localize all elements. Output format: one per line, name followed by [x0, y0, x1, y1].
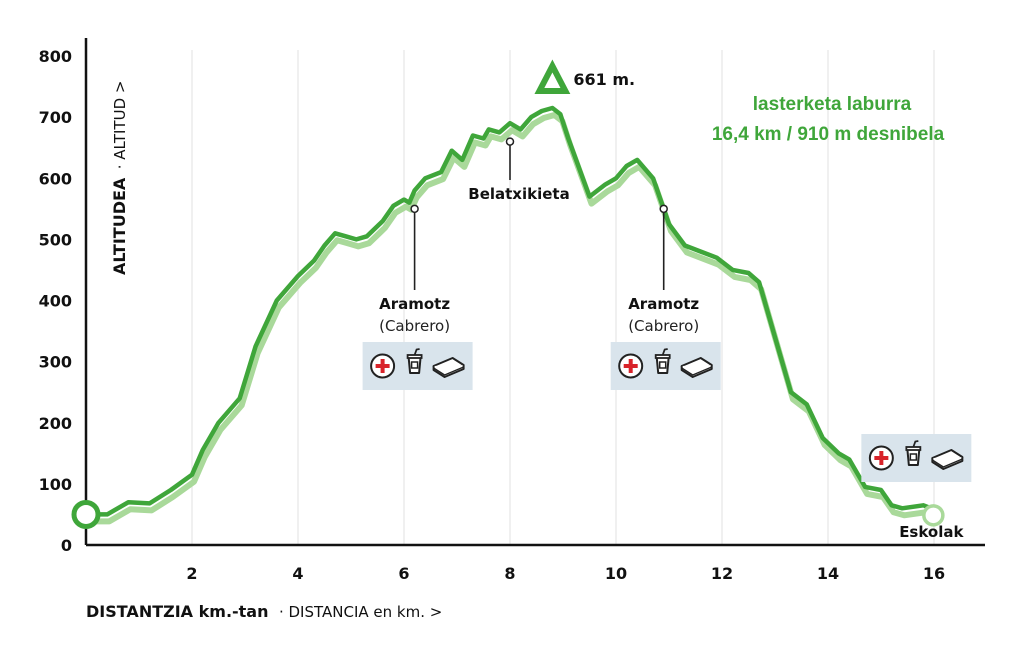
annotation-aramotz-2: Aramotz (Cabrero) — [610, 204, 721, 390]
y-axis-title: ALTITUDEA · ALTITUD > — [110, 81, 129, 275]
y-tick-label: 400 — [39, 292, 72, 311]
x-tick-label: 6 — [398, 564, 409, 583]
x-tick-label: 16 — [923, 564, 945, 583]
x-tick-label: 10 — [605, 564, 627, 583]
x-axis-title-bold: DISTANTZIA km.-tan — [86, 602, 269, 621]
svg-text:ALTITUDEA · ALTITUD >: ALTITUDEA · ALTITUD > — [110, 81, 129, 275]
service-icons — [362, 342, 473, 390]
annotation-title: Belatxikieta — [468, 185, 569, 203]
service-icons — [861, 434, 972, 482]
y-axis-title-bold: ALTITUDEA — [110, 177, 129, 275]
annotation-title: Eskolak — [899, 523, 964, 541]
first-aid-icon — [370, 353, 396, 379]
annotation-title: Aramotz — [379, 295, 450, 313]
y-tick-label: 500 — [39, 230, 72, 249]
x-tick-label: 14 — [817, 564, 839, 583]
first-aid-icon — [868, 445, 894, 471]
y-tick-label: 0 — [61, 536, 72, 555]
annotation-point — [410, 204, 419, 214]
y-tick-label: 300 — [39, 353, 72, 372]
y-tick-label: 200 — [39, 414, 72, 433]
peak-marker: 661 m. — [534, 59, 635, 94]
x-axis-ticks: 2 4 6 8 10 12 14 16 — [186, 564, 945, 583]
chart-title-line2: 16,4 km / 910 m desnibela — [712, 124, 945, 145]
annotation-aramotz-1: Aramotz (Cabrero) — [362, 204, 473, 390]
annotation-point — [505, 137, 515, 146]
start-marker — [71, 499, 101, 529]
y-tick-label: 600 — [39, 169, 72, 188]
x-axis-title-light: · DISTANCIA en km. > — [279, 603, 442, 621]
peak-label: 661 m. — [573, 70, 635, 89]
x-tick-label: 12 — [711, 564, 733, 583]
finish-marker — [922, 504, 945, 527]
annotation-subtitle: (Cabrero) — [379, 317, 450, 335]
elevation-line — [86, 105, 933, 517]
peak-triangle-icon — [534, 59, 571, 94]
x-tick-label: 8 — [504, 564, 515, 583]
annotation-title: Aramotz — [628, 295, 699, 313]
annotation-eskolak: Eskolak — [861, 434, 972, 541]
annotation-belatxikieta: Belatxikieta — [468, 137, 570, 203]
y-tick-label: 800 — [39, 47, 72, 66]
annotation-subtitle: (Cabrero) — [628, 317, 699, 335]
x-axis-title: DISTANTZIA km.-tan · DISTANCIA en km. > — [86, 602, 442, 621]
first-aid-icon — [618, 353, 644, 379]
chart-title-line1: lasterketa laburra — [753, 94, 912, 115]
annotation-point — [659, 204, 668, 214]
x-tick-label: 4 — [292, 564, 303, 583]
service-icons — [610, 342, 721, 390]
y-axis-title-light: · ALTITUD > — [111, 81, 129, 170]
y-tick-label: 700 — [39, 108, 72, 127]
y-axis-ticks: 0 100 200 300 400 500 600 700 800 — [39, 47, 72, 555]
y-tick-label: 100 — [39, 475, 72, 494]
x-tick-label: 2 — [186, 564, 197, 583]
